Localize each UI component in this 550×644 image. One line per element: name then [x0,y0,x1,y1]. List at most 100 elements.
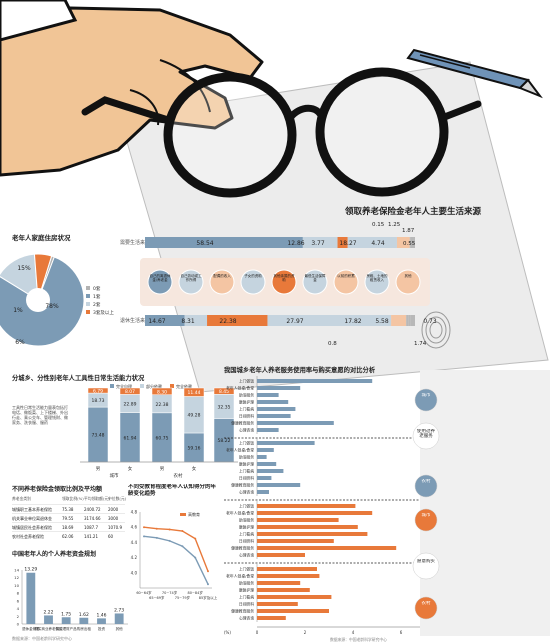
edu-series-point [207,583,209,586]
services-row-label: 助浴服务 [239,518,254,523]
savings-x-label: 其他 [116,626,123,631]
savings-bar [114,613,124,624]
housing-legend-swatch [86,286,90,290]
services-row-label: 日间照料 [239,414,254,419]
daily-bar-segment [151,387,173,395]
edu-x-label: 80~84岁 [188,590,204,595]
pension-table-cell: 农村社会养老保险 [12,533,44,539]
daily-bar-value: 22.89 [124,402,137,408]
services-side-text: 愿意购买 [417,559,435,564]
daily-bar-value: 60.75 [156,435,169,441]
services-side-label: 农村 [421,479,431,484]
edu-series-point [194,556,197,559]
headline-row1-bar [413,237,415,248]
savings-bar [79,617,89,624]
services-bar [257,532,368,536]
savings-section: 中国老年人的个人养老资金规划 14 12 10 8 6 4 2 0 13.29 退休金储蓄 2.22… [12,550,128,631]
headline-category-label: 自己劳动或工作所得 [181,274,202,282]
headline-category-text: 子女的资助 [244,274,262,278]
savings-y-tick: 8 [17,591,20,596]
housing-legend-label: 1套 [93,293,101,300]
pension-table-cell: 3000 [108,516,119,521]
services-row-label: 老年人餐桌/食堂 [226,574,254,579]
headline-row2-bar [342,315,392,326]
services-bar [257,609,329,613]
services-row-label: 健康教育服务 [231,546,254,551]
pen-illustration [406,48,543,99]
pension-table-cell: 1070.9 [108,525,122,530]
pension-table-cell: 62.06 [62,534,74,539]
headline-category-text: 其他 [404,274,412,278]
services-bar [257,476,272,480]
daily-bar-value: 22.38 [156,402,169,408]
headline-category-circle [302,269,328,295]
daily-bar-value: 11.44 [188,390,201,396]
services-side-text: 农村 [421,479,431,484]
daily-legend-label: 完全依赖 [176,383,192,389]
housing-legend-label: 0套 [93,285,101,292]
daily-bar-value: 8.45 [219,389,229,395]
daily-bar-value: 18.73 [92,398,105,404]
services-row-label: 日间照料 [239,539,254,544]
services-row-label: 上门看病 [239,469,254,474]
services-side-circle [414,474,438,498]
services-bar [257,518,339,522]
headline-top-value: 1.87 [402,228,415,234]
daily-living-section: 分城乡、分性别老年人工具性日常生活能力状况 工具性日常生活能力量表包括打电话、做… [12,373,238,479]
headline-row2-bar [184,315,208,326]
daily-sex-label: 男 [96,466,101,472]
daily-bar-value: 6.79 [93,389,103,395]
pension-table-header: 养老金类别 [12,496,31,501]
headline-row2-bar [408,315,411,326]
services-bar [257,421,334,425]
daily-living-note: 工具性日常生活能力量表包括打电话、做饭菜、上下楼梯、外出行走、乘公交车、管理钱财… [12,405,68,425]
headline-category-circle [364,269,390,295]
services-bar [257,567,317,571]
savings-bar-value: 1.75 [61,611,71,617]
services-row-label: 老年人餐桌/食堂 [226,448,254,453]
daily-bar-value: 49.28 [188,413,201,419]
pension-table-header: 领取比例(%) [62,496,84,501]
services-bar [257,400,289,404]
daily-bar-segment [183,387,205,397]
daily-legend-swatch [110,384,114,388]
savings-y-tick: 10 [14,583,19,588]
services-side-label: 城市 [422,393,431,398]
services-row-label: 助浴服务 [239,581,254,586]
services-side-label: 愿意购买 [417,559,435,564]
savings-y-tick: 4 [17,606,20,611]
headline-category-text: 自己的离退休金/养老金 [149,274,171,283]
savings-bar-value: 13.29 [24,567,37,573]
source-note: 数据来源：中国老龄科学研究中心 [12,635,72,641]
illustration [0,0,549,393]
headline-category-label: 其他 [404,274,412,278]
right-lens [315,67,449,197]
edu-series-line [143,535,209,585]
headline-category-circle [240,269,266,295]
housing-legend-label: 2套 [93,301,101,308]
daily-bar-segment [87,387,109,394]
services-row-label: 心理咨询 [239,490,254,495]
headline-category-label: 以前的积蓄 [337,274,355,278]
daily-bar-value: 61.94 [124,435,137,441]
services-row-label: 健康教育服务 [231,609,254,614]
edu-series-point [143,526,145,529]
headline-row2-bar [207,315,268,326]
services-row-label: 康复护理 [239,588,254,593]
headline-category-label: 房租、土地的租赁收入 [367,274,388,282]
edu-series-point [194,537,197,540]
pension-table-title: 不同养老保险金领取比例及平均额 [12,485,102,493]
savings-bar [97,618,106,624]
savings-bar-value: 1.46 [96,612,106,618]
services-bar [257,595,332,599]
daily-bar-value: 59.16 [188,445,201,451]
headline-row2-value: 8.31 [181,318,195,325]
pension-table-cell: 城镇职工基本养老保险 [12,506,52,512]
services-bar [257,483,301,487]
pension-table-section: 不同养老保险金领取比例及平均额 养老金类别 领取比例(%) 平均领取额(元)中位数(… [12,485,127,539]
services-side-circle [414,508,438,532]
services-row-label: 老年人餐桌/食堂 [226,386,254,391]
services-bar [257,414,291,418]
edu-trend-title: 不同受教育程度老年人认知得分的年龄变化趋势 [128,484,216,497]
headline-category-circle [147,269,173,295]
